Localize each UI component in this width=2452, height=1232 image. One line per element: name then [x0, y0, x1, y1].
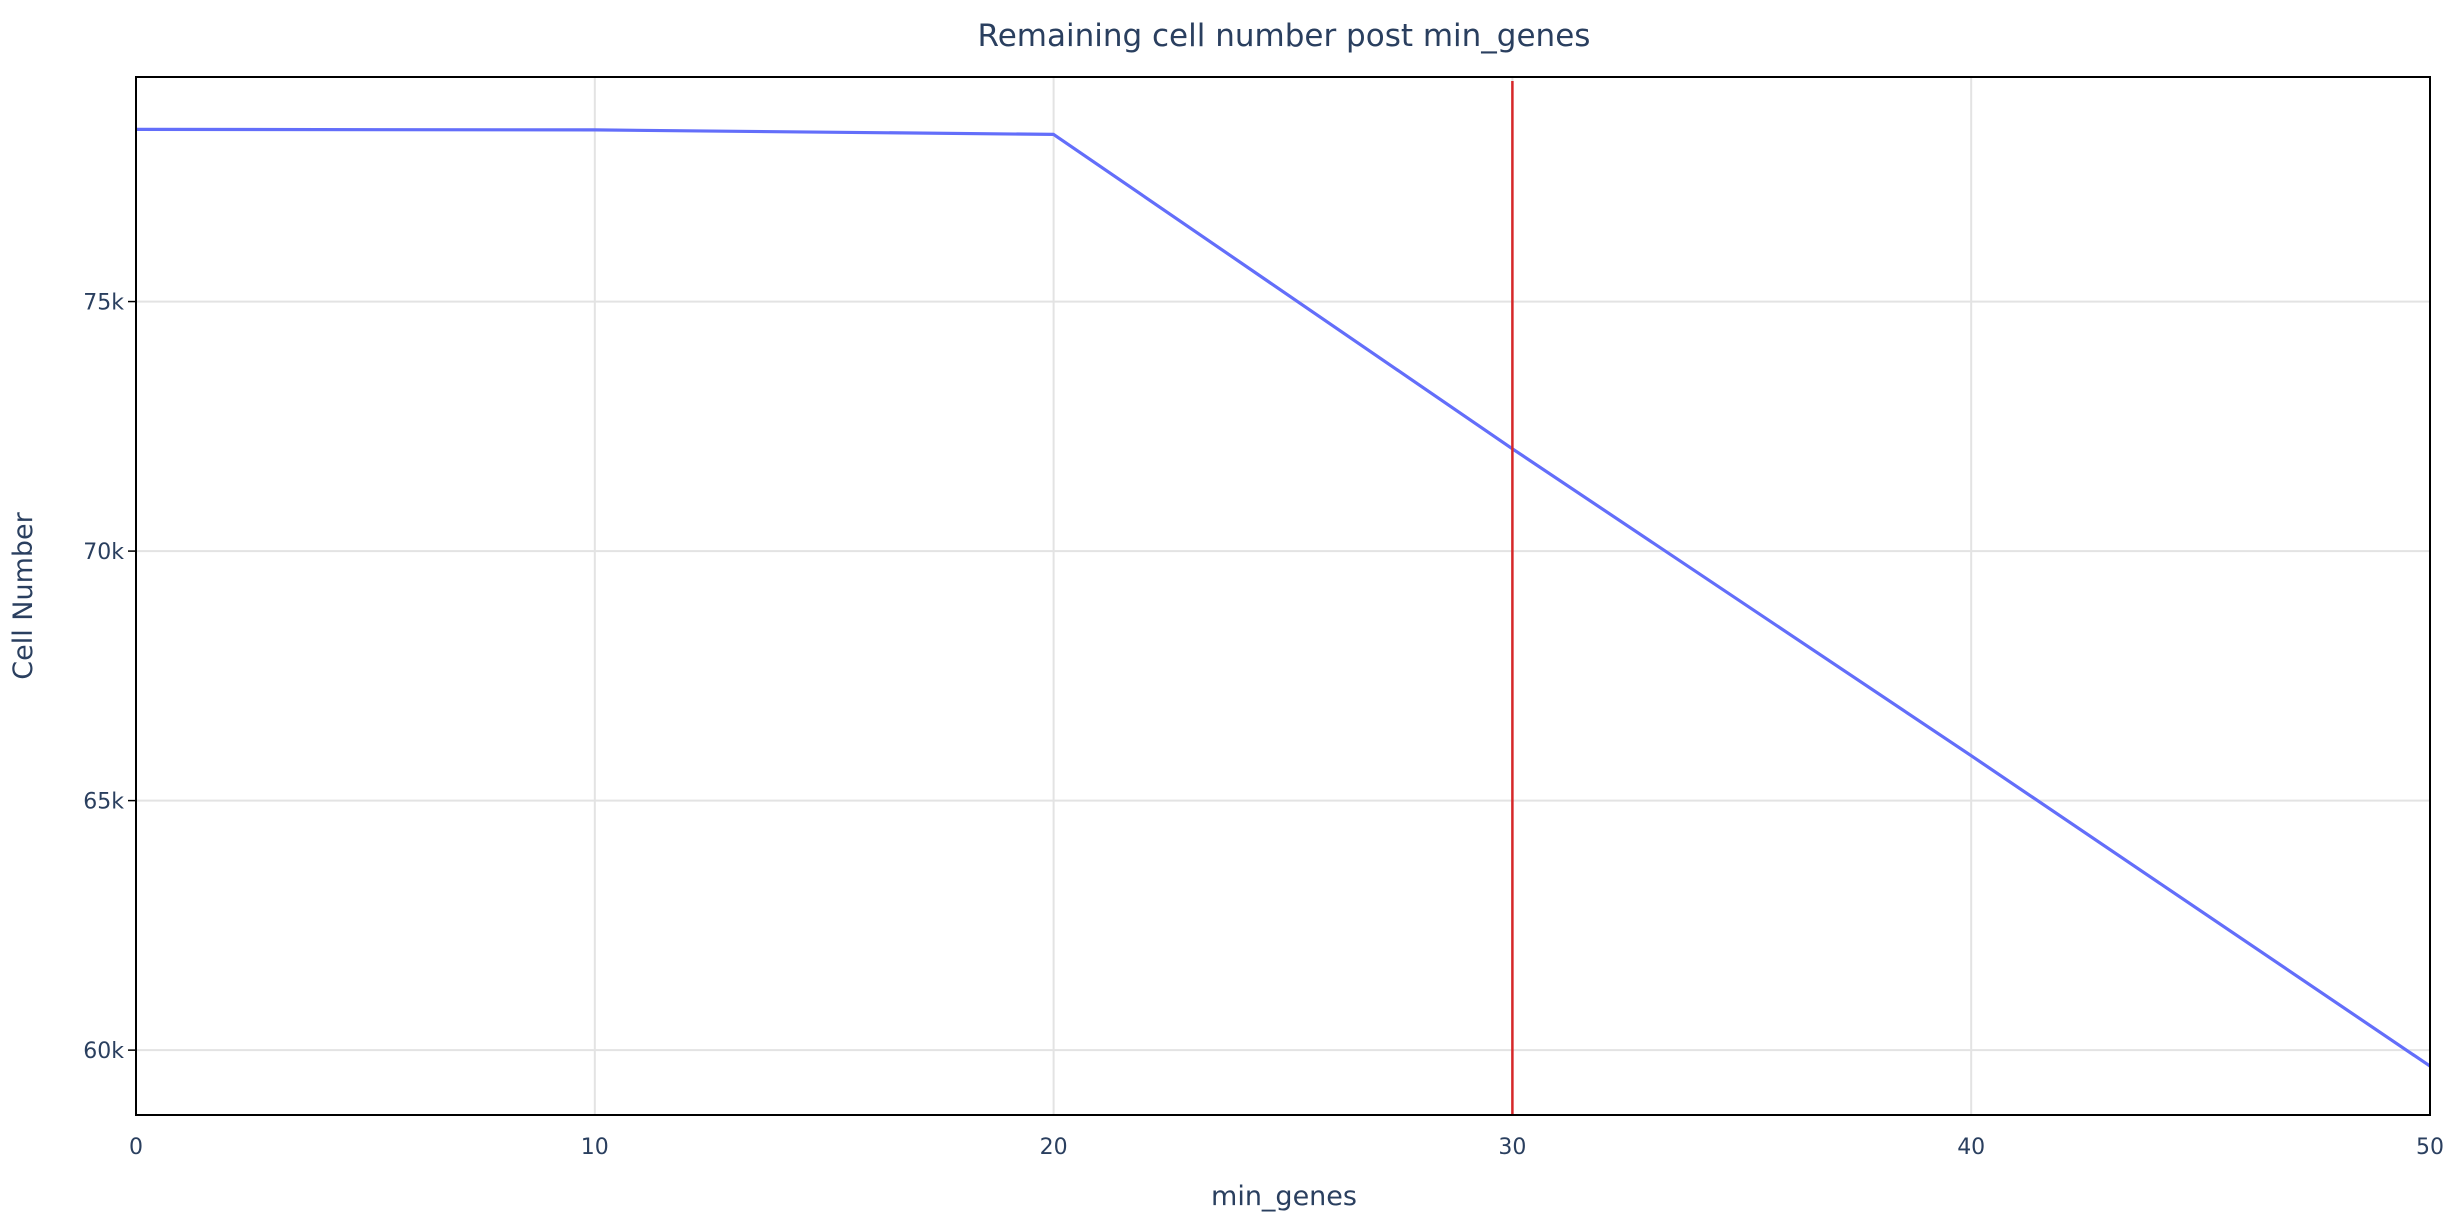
- x-tick-label: 40: [1957, 1135, 1985, 1160]
- y-tick-label: 75k: [83, 291, 124, 316]
- tick-labels: 0 10 20 30 40 50 60k 65k 70k 75k: [83, 291, 2444, 1160]
- x-tick-label: 0: [129, 1135, 143, 1160]
- series-line-0: [135, 127, 2431, 1068]
- plot-data: [135, 81, 2431, 1115]
- x-tick-label: 20: [1040, 1135, 1068, 1160]
- y-axis-title: Cell Number: [8, 511, 39, 679]
- chart-title: Remaining cell number post min_genes: [978, 18, 1591, 54]
- x-tick-label: 10: [581, 1135, 609, 1160]
- x-tick-label: 50: [2416, 1135, 2444, 1160]
- plot-frame: [135, 76, 2431, 1116]
- x-tick-label: 30: [1498, 1135, 1526, 1160]
- y-tick-label: 65k: [83, 790, 124, 815]
- y-tick-label: 60k: [83, 1039, 124, 1064]
- x-axis-title: min_genes: [1211, 1181, 1357, 1212]
- y-tick-label: 70k: [83, 540, 124, 565]
